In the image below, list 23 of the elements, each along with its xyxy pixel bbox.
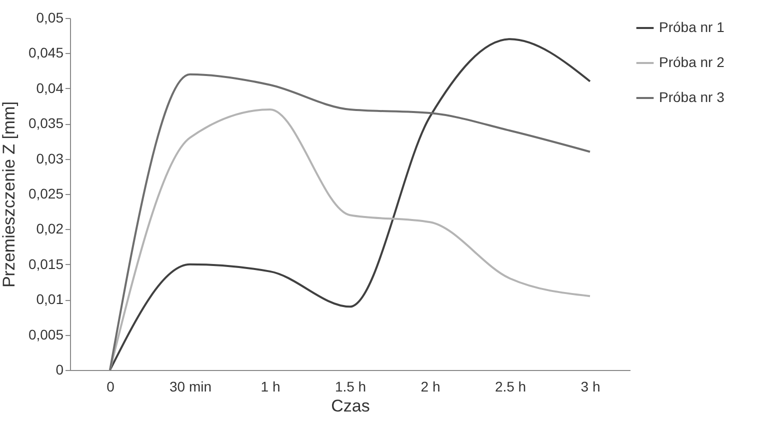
y-tick-label: 0,05 [36,10,64,26]
x-axis-title: Czas [331,396,370,416]
legend-label: Próba nr 2 [659,54,725,70]
y-tick-label: 0,01 [36,291,64,308]
y-tick-label: 0,035 [28,115,64,132]
legend-label: Próba nr 1 [659,19,725,35]
x-tick-label: 3 h [580,378,600,394]
x-tick-label: 2.5 h [494,378,526,394]
x-tick-label: 0 [106,378,115,394]
y-tick-label: 0,02 [36,220,64,237]
y-tick-label: 0,03 [36,150,64,166]
x-tick-label: 1 h [260,378,280,394]
y-tick-label: 0,04 [36,80,64,96]
legend-label: Próba nr 3 [659,89,725,105]
y-tick-label: 0,005 [28,326,64,342]
x-tick-label: 30 min [169,378,212,394]
y-tick-label: 0,025 [28,186,64,202]
y-tick-label: 0,015 [28,256,64,272]
y-axis-title: Przemieszczenie Z [mm] [0,101,18,288]
y-tick-label: 0 [56,362,64,378]
x-tick-label: 1.5 h [334,378,366,394]
x-tick-label: 2 h [420,378,440,394]
y-tick-label: 0,045 [28,44,64,61]
